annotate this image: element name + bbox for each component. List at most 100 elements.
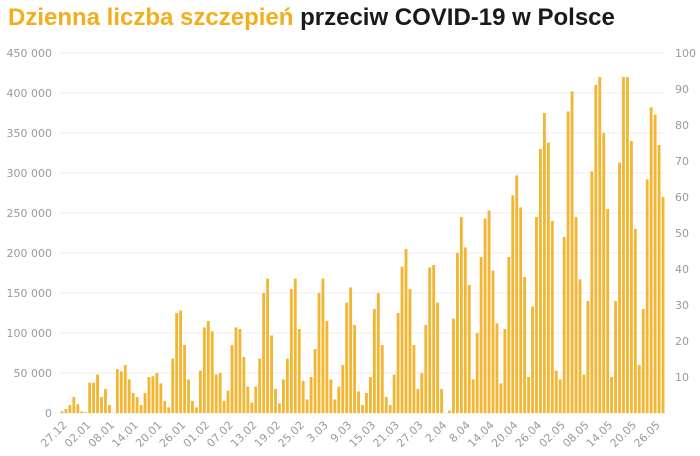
- x-tick-label: 01.02: [181, 419, 212, 450]
- bar: [653, 114, 657, 413]
- right-tick-label: 60: [675, 191, 689, 204]
- bar: [495, 323, 499, 413]
- bar: [479, 257, 483, 413]
- bar: [424, 325, 428, 413]
- bar: [222, 401, 226, 413]
- bar: [167, 407, 171, 413]
- x-tick-label: 02.05: [537, 419, 568, 450]
- bar: [637, 365, 641, 413]
- bar: [396, 313, 400, 413]
- right-tick-label: 100: [675, 47, 696, 60]
- bar: [459, 217, 463, 413]
- bar: [143, 393, 147, 413]
- bar: [515, 175, 519, 413]
- bar: [539, 149, 542, 413]
- bar: [440, 389, 444, 413]
- left-tick-label: 300 000: [7, 167, 53, 180]
- bar: [357, 391, 360, 413]
- x-tick-label: 08.05: [560, 419, 591, 450]
- bar: [329, 379, 333, 413]
- x-tick-label: 14.01: [109, 419, 140, 450]
- bar: [578, 279, 582, 413]
- bar: [566, 111, 570, 414]
- bar: [574, 217, 578, 413]
- title-highlight: Dzienna liczba szczepień: [8, 4, 294, 31]
- bar: [92, 382, 96, 413]
- bar: [337, 386, 341, 413]
- right-tick-label: 80: [675, 119, 689, 132]
- x-tick-label: 25.02: [276, 419, 307, 450]
- bar: [175, 313, 179, 413]
- left-tick-label: 100 000: [7, 327, 53, 340]
- bar: [278, 403, 281, 413]
- chart-title: Dzienna liczba szczepień przeciw COVID-1…: [8, 4, 615, 32]
- bar: [84, 412, 88, 413]
- bar: [159, 383, 163, 413]
- bar: [562, 237, 566, 413]
- bar: [226, 390, 230, 413]
- bar: [266, 278, 270, 413]
- bar: [250, 402, 254, 413]
- bar: [610, 377, 614, 413]
- bar: [127, 379, 131, 413]
- left-tick-label: 150 000: [7, 287, 53, 300]
- bar: [582, 374, 586, 413]
- bar: [151, 376, 155, 413]
- bar: [293, 278, 297, 413]
- bar: [368, 377, 372, 413]
- bar: [404, 249, 408, 413]
- bar: [139, 405, 143, 413]
- left-tick-label: 450 000: [7, 47, 53, 60]
- bar: [187, 379, 190, 413]
- bar: [289, 289, 293, 413]
- bar: [230, 345, 234, 413]
- bar: [104, 389, 107, 413]
- x-tick-label: 20.05: [608, 419, 639, 450]
- bar: [633, 229, 637, 413]
- bar: [463, 247, 467, 413]
- bar: [629, 141, 633, 413]
- bar: [198, 370, 202, 413]
- bar: [135, 397, 139, 413]
- bar: [218, 373, 222, 413]
- bar: [657, 145, 661, 413]
- right-tick-label: 40: [675, 263, 689, 276]
- bar: [88, 382, 92, 413]
- bar: [531, 306, 534, 413]
- bar: [262, 293, 266, 413]
- right-tick-label: 10: [675, 371, 689, 384]
- left-tick-label: 50 000: [14, 367, 53, 380]
- bar: [349, 287, 353, 413]
- bar: [507, 257, 511, 413]
- bar: [594, 85, 598, 413]
- bar: [309, 377, 313, 413]
- bar: [483, 218, 487, 413]
- bar: [542, 113, 546, 413]
- bar: [147, 377, 151, 413]
- bar: [400, 266, 404, 413]
- bar: [242, 357, 246, 413]
- bar: [115, 369, 119, 413]
- bar: [376, 293, 380, 413]
- bar: [341, 365, 345, 413]
- bar: [511, 195, 515, 413]
- bar: [131, 393, 135, 413]
- x-axis-ticks: 27.1202.0108.0114.0120.0126.0101.0207.02…: [38, 419, 663, 450]
- bar: [297, 329, 301, 413]
- bar: [202, 327, 206, 413]
- bar: [353, 325, 357, 413]
- x-tick-label: 08.01: [86, 419, 117, 450]
- x-tick-label: 15.03: [347, 419, 378, 450]
- x-tick-label: 27.03: [394, 419, 425, 450]
- right-tick-label: 90: [675, 83, 689, 96]
- bar: [420, 373, 424, 413]
- bar: [412, 345, 416, 413]
- bar: [554, 370, 558, 413]
- bar: [436, 302, 440, 413]
- bar: [285, 358, 289, 413]
- bar: [550, 221, 554, 413]
- bar: [499, 383, 503, 413]
- bar: [428, 267, 432, 413]
- bar: [408, 289, 412, 413]
